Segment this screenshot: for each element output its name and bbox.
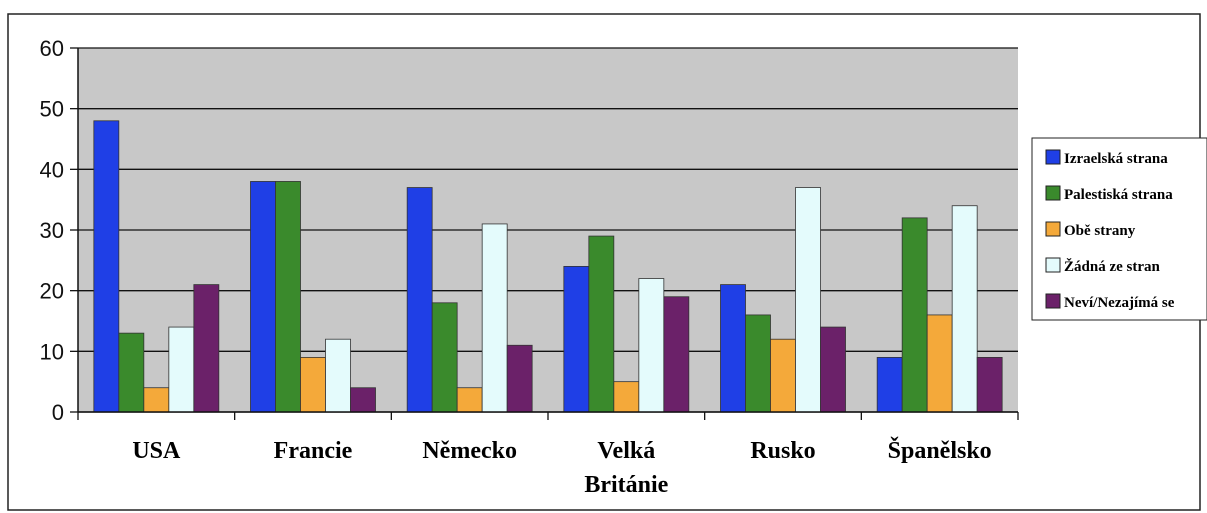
bar	[951, 205, 978, 413]
y-tick-label: 20	[40, 279, 64, 304]
legend: Izraelská strana Palestiská strana Obě str…	[1031, 137, 1207, 321]
x-tick-label: Španělsko	[888, 437, 992, 464]
legend-label: Izraelská strana	[1064, 151, 1168, 167]
bar	[901, 217, 928, 413]
bar	[638, 278, 665, 413]
x-tick-label: Německo	[422, 438, 517, 464]
bar	[563, 265, 590, 413]
x-axis-labels: USA Francie Německo Velká Británie Rusko Španě…	[132, 437, 991, 498]
legend-label: Obě strany	[1064, 223, 1136, 239]
bar	[193, 284, 220, 413]
gridlines	[78, 47, 1018, 413]
bar	[926, 314, 953, 413]
legend-swatch	[1045, 257, 1061, 273]
bar	[250, 181, 276, 413]
bar	[143, 387, 170, 413]
y-tick-label: 10	[40, 339, 64, 364]
bar	[876, 356, 903, 413]
bar	[406, 187, 433, 413]
bar	[506, 344, 533, 413]
bar	[745, 314, 771, 413]
y-tick-label: 30	[40, 218, 64, 243]
legend-label: Palestiská strana	[1064, 187, 1173, 203]
x-tick-label: Francie	[274, 438, 353, 464]
y-tick-label: 60	[40, 36, 64, 61]
x-tick-label: USA	[132, 438, 181, 464]
bar	[820, 326, 846, 413]
legend-swatch	[1045, 293, 1061, 309]
bar	[481, 223, 508, 413]
legend-box	[1031, 137, 1207, 321]
bar	[275, 181, 301, 413]
bar	[118, 332, 145, 413]
bar	[976, 356, 1003, 413]
legend-swatch	[1045, 149, 1061, 165]
y-axis-ticks: 0 10 20 30 40 50 60	[40, 36, 78, 425]
x-tick-label: Velká	[597, 438, 655, 464]
bar	[456, 387, 483, 413]
bars	[93, 120, 1003, 413]
bar	[93, 120, 120, 413]
bar	[795, 187, 821, 413]
bar	[325, 338, 351, 413]
bar	[168, 326, 195, 413]
bar	[663, 296, 690, 413]
legend-label: Neví/Nezajímá se	[1064, 295, 1175, 311]
y-tick-label: 40	[40, 157, 64, 182]
legend-swatch	[1045, 221, 1061, 237]
bar	[588, 235, 615, 413]
y-tick-label: 50	[40, 97, 64, 122]
bar	[300, 356, 326, 413]
legend-label: Žádná ze stran	[1064, 258, 1160, 275]
bar	[720, 284, 746, 413]
bar	[350, 387, 376, 413]
legend-swatch	[1045, 185, 1061, 201]
bar	[431, 302, 458, 413]
bar	[770, 338, 796, 413]
bar	[613, 381, 640, 413]
x-tick-label: Británie	[584, 472, 668, 498]
axes	[77, 48, 1019, 420]
y-tick-label: 0	[52, 400, 64, 425]
x-tick-label: Rusko	[750, 438, 815, 464]
